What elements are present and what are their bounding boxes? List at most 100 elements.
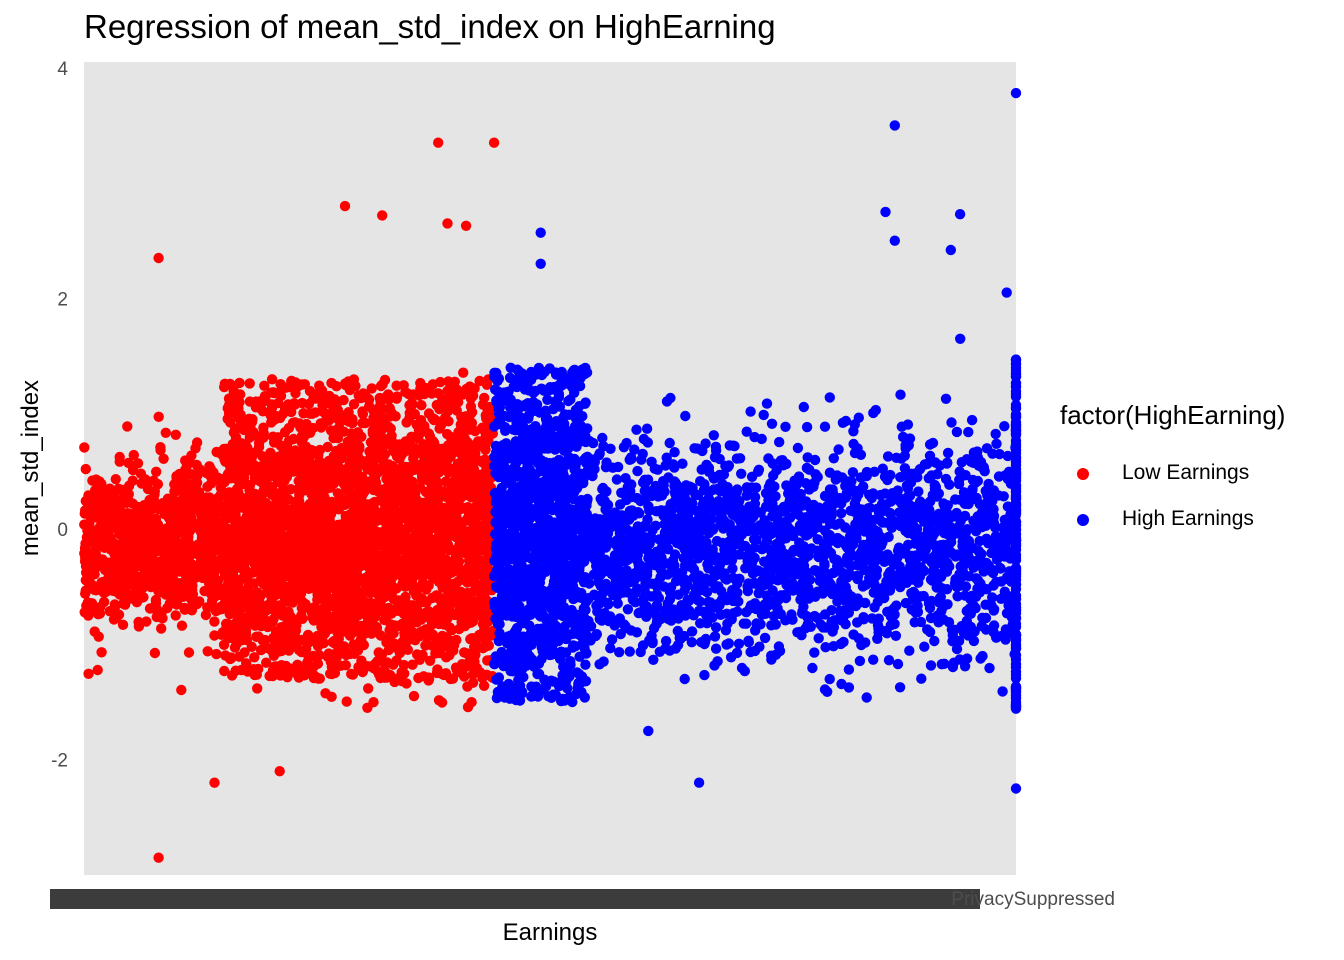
- low-earnings-point: [194, 464, 206, 475]
- low-earnings-point: [386, 525, 397, 536]
- low-earnings-point: [383, 389, 394, 400]
- low-earnings-point: [413, 425, 425, 436]
- low-earnings-point: [396, 557, 407, 569]
- low-earnings-point: [152, 561, 163, 572]
- low-earnings-point: [258, 500, 270, 511]
- low-earnings-point: [467, 616, 479, 627]
- low-earnings-point: [386, 408, 398, 419]
- low-earnings-point: [403, 439, 414, 450]
- low-earnings-point: [236, 528, 248, 540]
- low-earnings-point: [325, 482, 336, 493]
- low-earnings-point: [268, 387, 279, 398]
- low-earnings-point: [239, 558, 250, 570]
- low-earnings-point: [283, 399, 294, 410]
- low-earnings-point: [417, 545, 428, 556]
- low-earnings-point: [90, 495, 101, 506]
- low-earnings-point: [310, 391, 321, 403]
- low-earnings-point: [275, 537, 287, 548]
- low-earnings-point: [478, 680, 490, 691]
- low-earnings-point: [315, 462, 326, 474]
- low-earnings-point: [129, 524, 140, 536]
- low-earnings-point: [227, 401, 238, 412]
- low-earnings-point: [383, 557, 394, 568]
- low-earnings-point: [458, 367, 469, 378]
- low-earnings-point: [249, 652, 260, 663]
- high-earnings-point: [605, 443, 616, 454]
- low-earnings-point: [202, 547, 213, 558]
- low-earnings-point: [300, 485, 311, 496]
- high-earnings-point: [975, 653, 986, 664]
- low-earnings-point: [341, 696, 352, 707]
- low-earnings-point: [149, 647, 161, 659]
- high-earnings-point: [854, 655, 866, 667]
- low-earnings-point: [293, 495, 305, 506]
- low-earnings-point: [188, 504, 200, 515]
- low-earnings-point: [438, 619, 450, 630]
- low-earnings-point: [455, 586, 466, 597]
- low-earnings-point: [136, 592, 148, 603]
- low-earnings-point: [300, 455, 311, 466]
- low-earnings-point: [408, 453, 419, 464]
- low-earnings-point: [340, 646, 352, 657]
- high-earnings-point: [997, 686, 1008, 697]
- low-earnings-point: [372, 539, 383, 551]
- low-earnings-point: [290, 388, 301, 399]
- low-earnings-point: [469, 560, 481, 572]
- low-earnings-point: [315, 557, 326, 568]
- low-earnings-point: [430, 463, 441, 475]
- low-earnings-point: [187, 589, 199, 600]
- low-earnings-point: [340, 660, 351, 671]
- low-earnings-point: [100, 537, 111, 548]
- low-earnings-point: [418, 532, 429, 543]
- low-earnings-point: [368, 484, 379, 496]
- low-earnings-point: [127, 475, 138, 486]
- low-earnings-point: [257, 571, 268, 582]
- low-earnings-point: [345, 428, 357, 439]
- low-earnings-point: [279, 427, 291, 438]
- low-earnings-point: [103, 572, 114, 583]
- low-earnings-point: [191, 477, 203, 488]
- low-earnings-point: [202, 602, 213, 613]
- low-earnings-point: [446, 448, 457, 460]
- low-earnings-point: [419, 388, 430, 400]
- low-earnings-point: [160, 589, 171, 600]
- low-earnings-point: [155, 442, 166, 453]
- low-earnings-point: [369, 472, 381, 483]
- low-earnings-point: [285, 611, 296, 622]
- low-earnings-point: [431, 667, 443, 679]
- low-earnings-point: [139, 476, 150, 487]
- low-earnings-point: [117, 619, 129, 630]
- low-earnings-point: [308, 615, 320, 626]
- low-earnings-point: [409, 464, 421, 475]
- low-earnings-point-outlier: [274, 766, 285, 777]
- low-earnings-point: [281, 662, 293, 673]
- low-earnings-point: [218, 443, 230, 455]
- low-earnings-point: [360, 573, 371, 584]
- low-earnings-point: [116, 559, 127, 570]
- low-earnings-point: [183, 647, 195, 658]
- low-earnings-point: [381, 637, 392, 648]
- low-earnings-point: [480, 618, 491, 629]
- low-earnings-point: [162, 534, 174, 545]
- low-earnings-point: [316, 591, 327, 602]
- low-earnings-point: [427, 617, 438, 628]
- low-earnings-point: [452, 544, 463, 556]
- low-earnings-point: [292, 659, 303, 670]
- high-earnings-point: [841, 569, 853, 580]
- low-earnings-point: [388, 659, 399, 670]
- low-earnings-point: [91, 476, 102, 488]
- low-earnings-point: [328, 599, 339, 611]
- low-earnings-point: [401, 617, 413, 628]
- low-earnings-point: [460, 595, 471, 606]
- low-earnings-point: [171, 501, 182, 512]
- low-earnings-point: [477, 441, 489, 452]
- low-earnings-point: [470, 581, 482, 592]
- low-earnings-point: [437, 581, 448, 592]
- low-earnings-point: [209, 630, 220, 641]
- high-earnings-point: [929, 635, 940, 647]
- low-earnings-point: [391, 673, 403, 684]
- high-earnings-point: [999, 421, 1010, 432]
- low-earnings-point: [375, 598, 386, 609]
- low-earnings-point: [331, 647, 342, 659]
- low-earnings-point: [119, 599, 131, 610]
